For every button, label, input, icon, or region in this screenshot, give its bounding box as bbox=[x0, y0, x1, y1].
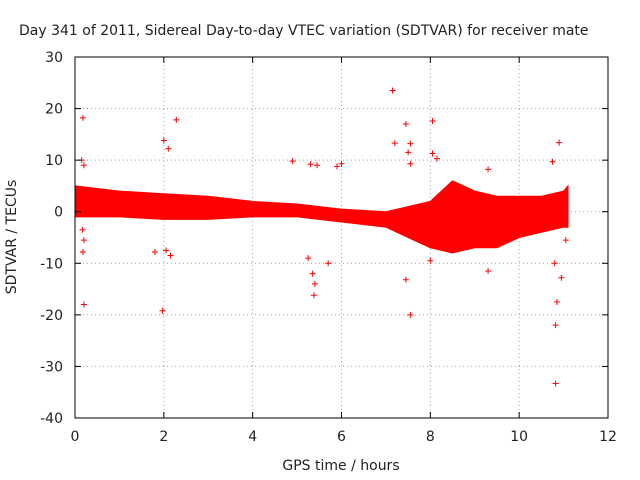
data-point bbox=[151, 248, 158, 255]
data-point bbox=[389, 87, 396, 94]
data-point bbox=[309, 270, 316, 277]
data-point bbox=[407, 140, 414, 147]
data-point bbox=[556, 139, 563, 146]
data-point bbox=[407, 160, 414, 167]
x-axis-label: GPS time / hours bbox=[282, 458, 399, 474]
y-tick-label: -40 bbox=[40, 411, 63, 427]
data-point bbox=[402, 276, 409, 283]
data-point bbox=[433, 155, 440, 162]
y-tick-label: 10 bbox=[45, 153, 63, 169]
data-point bbox=[80, 237, 87, 244]
data-point bbox=[289, 158, 296, 165]
data-point bbox=[314, 162, 321, 169]
x-tick-label: 10 bbox=[510, 429, 528, 445]
x-tick-label: 0 bbox=[71, 429, 80, 445]
data-point bbox=[485, 268, 492, 275]
data-point bbox=[338, 160, 345, 167]
data-point bbox=[79, 114, 86, 121]
y-tick-label: -30 bbox=[40, 359, 63, 375]
data-band bbox=[74, 180, 569, 254]
x-tick-label: 2 bbox=[159, 429, 168, 445]
data-band-layer bbox=[74, 180, 569, 254]
data-point bbox=[80, 301, 87, 308]
data-point bbox=[558, 274, 565, 281]
chart-title: Day 341 of 2011, Sidereal Day-to-day VTE… bbox=[19, 23, 589, 39]
x-tick-label: 8 bbox=[426, 429, 435, 445]
y-tick-label: -20 bbox=[40, 308, 63, 324]
data-point bbox=[407, 311, 414, 318]
data-point bbox=[553, 298, 560, 305]
data-point bbox=[159, 307, 166, 314]
data-point bbox=[551, 260, 558, 267]
x-tick-labels: 0 2 4 6 8 10 12 bbox=[71, 429, 617, 445]
data-point bbox=[173, 116, 180, 123]
ticks-layer bbox=[74, 56, 609, 419]
data-point bbox=[79, 248, 86, 255]
data-point bbox=[334, 163, 341, 170]
data-point bbox=[429, 150, 436, 157]
data-point bbox=[485, 166, 492, 173]
data-point bbox=[163, 247, 170, 254]
data-point bbox=[165, 145, 172, 152]
y-tick-label: 30 bbox=[45, 50, 63, 66]
data-point bbox=[552, 322, 559, 329]
data-point bbox=[325, 260, 332, 267]
data-point bbox=[167, 252, 174, 259]
data-point bbox=[562, 237, 569, 244]
x-tick-label: 4 bbox=[248, 429, 257, 445]
data-point bbox=[307, 161, 314, 168]
data-point bbox=[160, 137, 167, 144]
y-tick-labels: -40 -30 -20 -10 0 10 20 30 bbox=[40, 50, 63, 427]
data-point bbox=[552, 380, 559, 387]
y-tick-label: 20 bbox=[45, 102, 63, 118]
y-tick-label: -10 bbox=[40, 256, 63, 272]
y-tick-label: 0 bbox=[54, 205, 63, 221]
data-point bbox=[80, 162, 87, 169]
data-point bbox=[549, 158, 556, 165]
data-point bbox=[427, 257, 434, 264]
data-point bbox=[311, 280, 318, 287]
data-point bbox=[79, 226, 86, 233]
x-tick-label: 6 bbox=[337, 429, 346, 445]
data-points-layer bbox=[78, 87, 569, 387]
data-point bbox=[305, 255, 312, 262]
data-point bbox=[391, 140, 398, 147]
data-point bbox=[310, 292, 317, 299]
x-tick-label: 12 bbox=[599, 429, 617, 445]
data-point bbox=[429, 117, 436, 124]
y-axis-label: SDTVAR / TECUs bbox=[4, 180, 20, 295]
data-point bbox=[405, 149, 412, 156]
data-point bbox=[402, 121, 409, 128]
